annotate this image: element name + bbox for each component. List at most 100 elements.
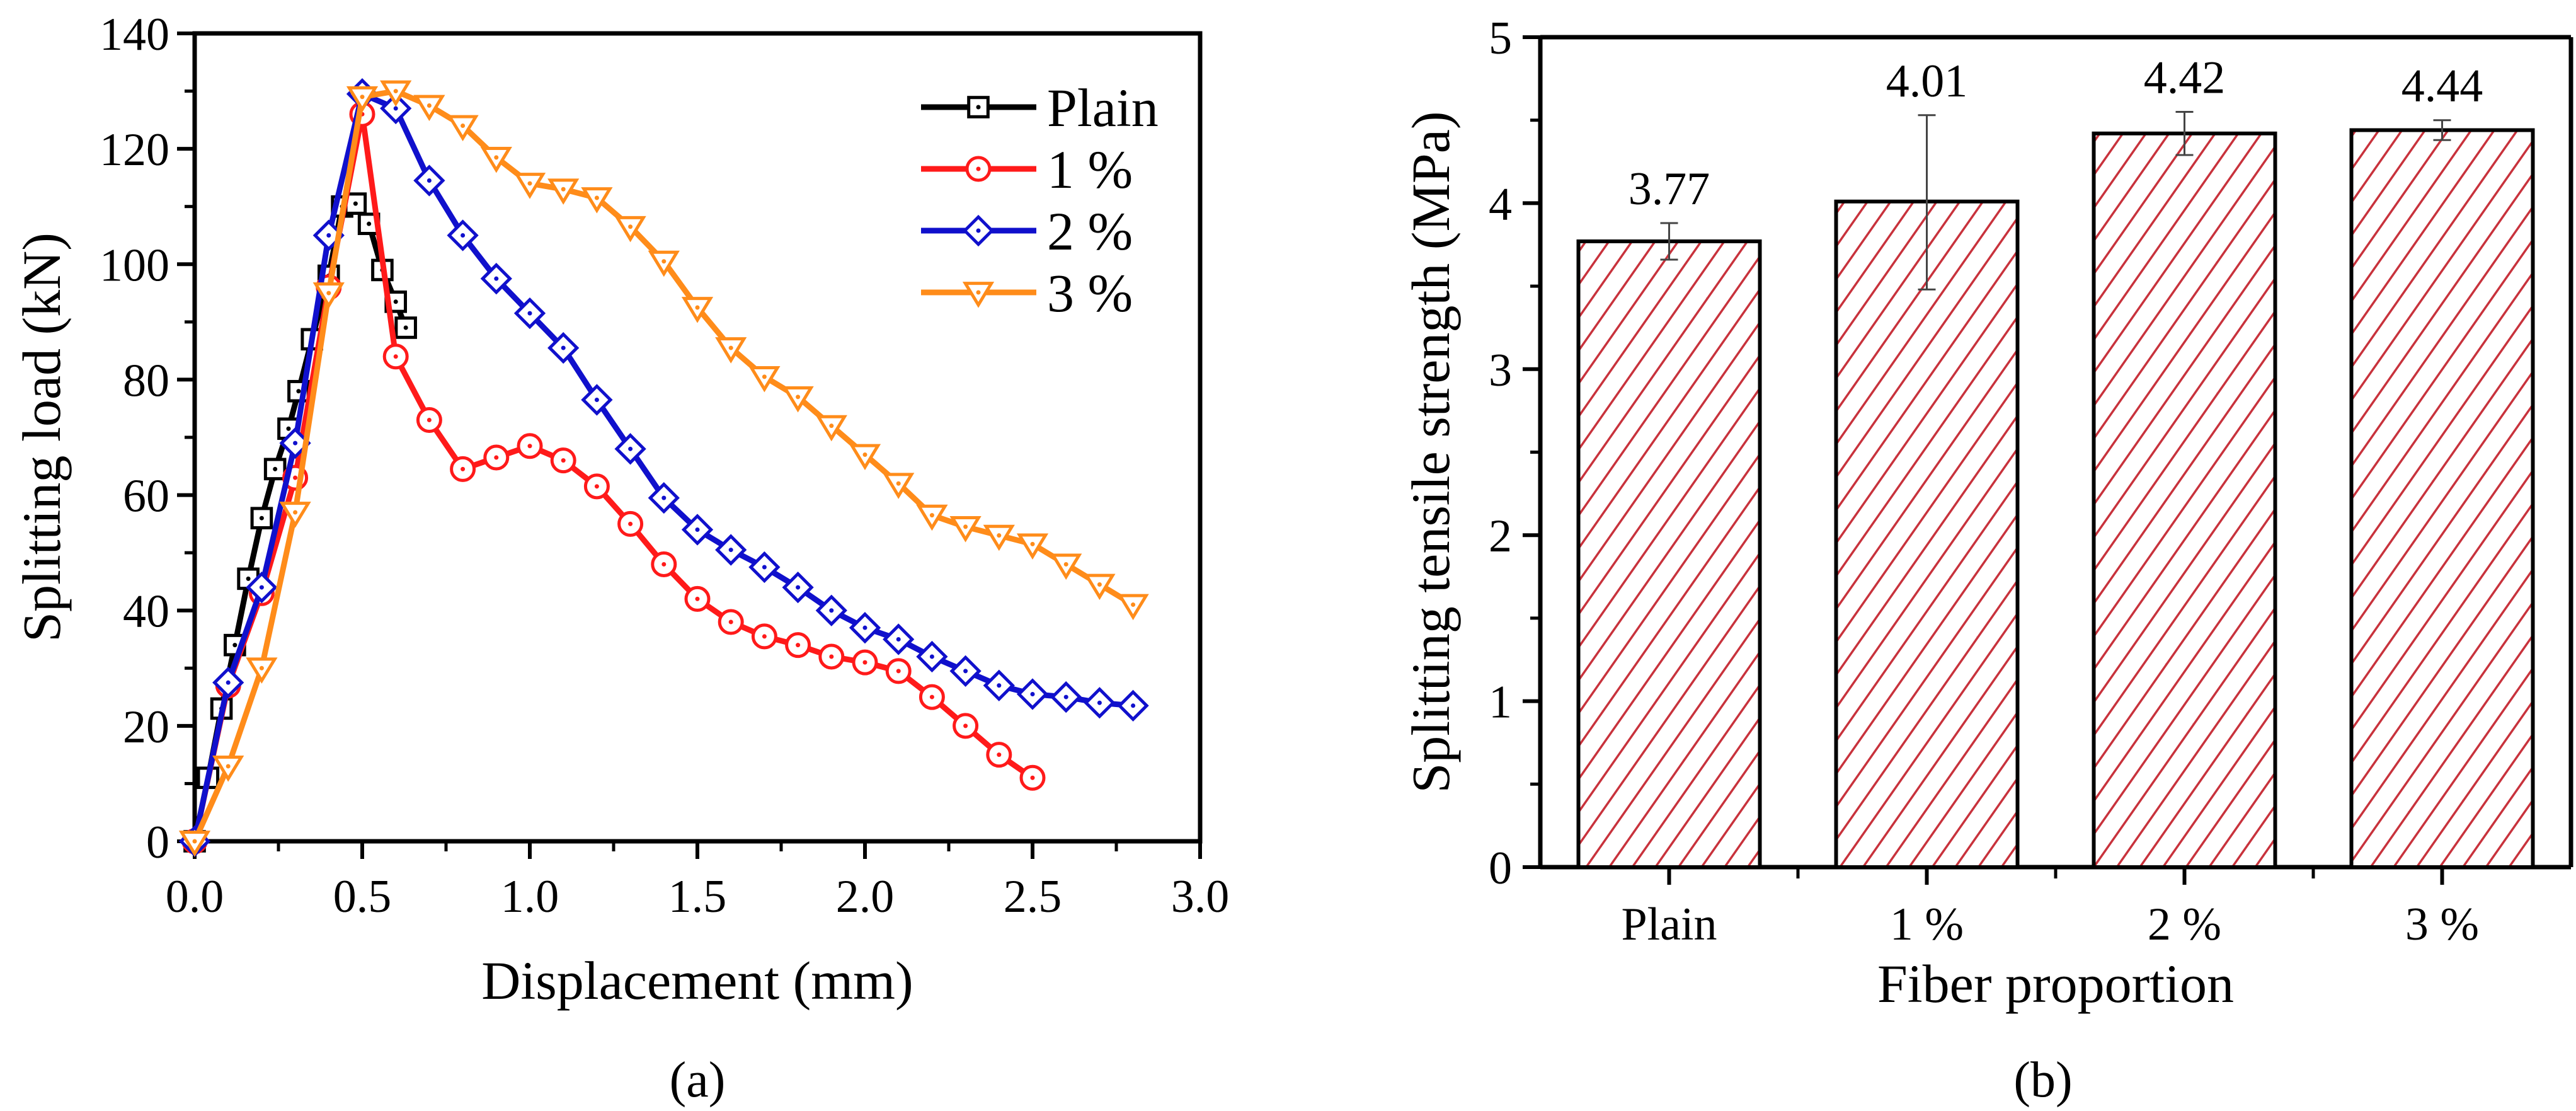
marker-center-dot: [561, 187, 566, 192]
marker-center-dot: [326, 291, 331, 296]
marker-center-dot: [929, 694, 934, 699]
y-tick-label: 2: [1489, 510, 1512, 562]
marker-center-dot: [527, 181, 532, 186]
marker-center-dot: [594, 195, 599, 200]
marker-center-dot: [796, 585, 801, 590]
y-tick-label: 1: [1489, 677, 1512, 728]
marker-center-dot: [192, 839, 197, 844]
marker-center-dot: [353, 201, 358, 206]
marker-center-dot: [273, 466, 278, 471]
y-tick-label: 80: [123, 355, 169, 406]
marker-center-dot: [728, 619, 733, 625]
marker-center-dot: [628, 224, 633, 229]
marker-center-dot: [293, 440, 298, 446]
x-tick-label: 2 %: [2148, 899, 2221, 950]
marker-center-dot: [461, 233, 466, 238]
marker-center-dot: [1097, 582, 1102, 587]
marker-center-dot: [661, 495, 667, 500]
legend-item: 2 %: [921, 201, 1133, 262]
marker-center-dot: [661, 259, 667, 264]
line-chart-panel-a: 0 20 40 60 80 100 120 140 0.0 0.5 1.0 1.5 2.0 2.5 3.0 D…: [11, 9, 1229, 1108]
legend-label: 1 %: [1047, 139, 1133, 200]
x-tick-label: 0.0: [166, 871, 224, 923]
marker-center-dot: [226, 680, 231, 685]
y-tick-label: 4: [1489, 178, 1512, 230]
marker-center-dot: [762, 374, 767, 379]
marker-center-dot: [393, 299, 398, 304]
y-axis-title: Splitting load (kN): [11, 233, 72, 642]
x-tick-label: 2.5: [1004, 871, 1062, 923]
value-label: 4.01: [1886, 55, 1968, 107]
marker-center-dot: [976, 290, 981, 295]
marker-center-dot: [286, 426, 291, 431]
marker-center-dot: [393, 106, 398, 111]
marker-center-dot: [246, 576, 251, 581]
marker-center-dot: [695, 527, 700, 532]
marker-center-dot: [896, 637, 901, 642]
bar: [2092, 131, 2277, 870]
legend-label: 3 %: [1047, 263, 1133, 323]
marker-center-dot: [259, 665, 264, 671]
legend-item: 3 %: [921, 263, 1133, 323]
marker-center-dot: [862, 660, 867, 665]
y-tick-label: 40: [123, 586, 169, 638]
marker-center-dot: [896, 669, 901, 674]
marker-center-dot: [1097, 700, 1102, 705]
marker-center-dot: [628, 521, 633, 526]
marker-center-dot: [728, 548, 733, 553]
panel-caption-b: (b): [2013, 1052, 2072, 1108]
x-tick-label: 3 %: [2405, 899, 2479, 950]
marker-center-dot: [695, 596, 700, 601]
marker-center-dot: [963, 669, 968, 674]
y-tick-label: 140: [100, 9, 169, 60]
series-diamond: [178, 78, 1149, 858]
marker-center-dot: [461, 124, 466, 129]
bar-group: 3.77: [1576, 163, 1762, 869]
marker-center-dot: [1030, 775, 1035, 780]
marker-center-dot: [796, 394, 801, 400]
marker-center-dot: [929, 513, 934, 518]
panel-caption-a: (a): [670, 1052, 726, 1108]
x-axis-title: Fiber proportion: [1877, 953, 2234, 1014]
marker-center-dot: [728, 345, 733, 350]
marker-center-dot: [594, 484, 599, 489]
marker-center-dot: [527, 311, 532, 316]
y-tick-label: 0: [146, 817, 169, 868]
y-tick-label: 100: [100, 239, 169, 291]
marker-center-dot: [232, 643, 238, 648]
bar-chart-panel-b: 0 1 2 3 4 5 3.77 Plain 4.01 1 % 4.42 2 % 4.44 3 % Fibe…: [1400, 13, 2573, 1108]
x-tick-label: 1 %: [1890, 899, 1964, 950]
marker-center-dot: [259, 515, 264, 521]
marker-center-dot: [527, 444, 532, 449]
marker-center-dot: [1030, 691, 1035, 696]
series-line: [192, 200, 409, 842]
marker-center-dot: [829, 423, 834, 429]
marker-center-dot: [829, 654, 834, 659]
marker-center-dot: [661, 561, 667, 567]
legend-item: Plain: [921, 78, 1159, 138]
x-tick-label: 0.5: [333, 871, 392, 923]
marker-center-dot: [963, 723, 968, 728]
marker-center-dot: [393, 89, 398, 94]
series-line: [192, 91, 1133, 842]
x-tick-label: 3.0: [1171, 871, 1230, 923]
marker-center-dot: [1030, 541, 1035, 546]
marker-center-dot: [929, 654, 934, 659]
marker-center-dot: [426, 178, 432, 183]
marker-center-dot: [997, 533, 1002, 538]
marker-center-dot: [762, 565, 767, 570]
marker-center-dot: [997, 683, 1002, 688]
marker-center-dot: [976, 105, 981, 110]
x-tick-label: Plain: [1621, 899, 1717, 950]
marker-center-dot: [561, 458, 566, 463]
marker-center-dot: [976, 228, 981, 233]
series-triangle-down: [178, 80, 1149, 857]
y-axis-title: Splitting tensile strength (MPa): [1400, 111, 1461, 793]
marker-center-dot: [226, 764, 231, 769]
marker-center-dot: [393, 354, 398, 359]
y-tick-label: 120: [100, 124, 169, 176]
series-square: [183, 192, 417, 853]
marker-center-dot: [862, 625, 867, 630]
bar: [1834, 199, 2020, 869]
